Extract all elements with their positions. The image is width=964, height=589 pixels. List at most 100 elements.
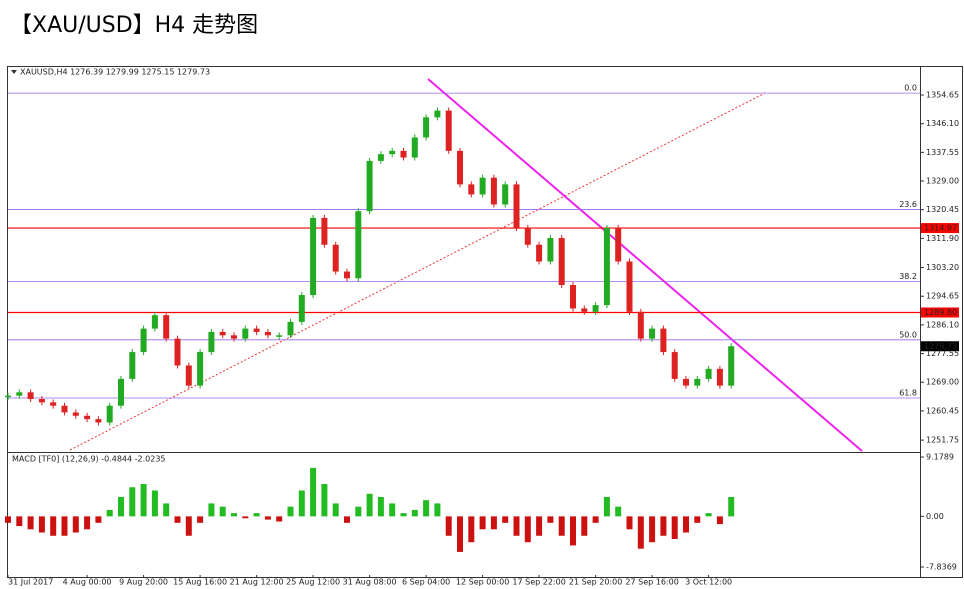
macd-bar (502, 516, 509, 523)
macd-bar (400, 513, 407, 517)
macd-bar (84, 516, 91, 530)
macd-bar (332, 503, 339, 517)
macd-header: MACD [TF0] (12,26,9) -0.4844 -2.0235 (12, 455, 166, 464)
candle (377, 154, 384, 161)
candle (490, 177, 497, 205)
macd-bar (185, 516, 192, 536)
fib-label: 0.0 (904, 84, 917, 93)
fib-label: 61.8 (899, 389, 917, 398)
candle (603, 227, 610, 306)
macd-bar (174, 516, 181, 523)
candle (581, 308, 588, 312)
macd-bar (716, 516, 723, 525)
menu-arrow (11, 70, 17, 74)
y-tick-label: 1354.65 (926, 91, 959, 100)
y-tick-label: 1346.10 (926, 119, 959, 128)
macd-bar (276, 516, 283, 522)
candle (27, 392, 34, 400)
macd-bar (581, 516, 588, 536)
candle (84, 415, 91, 420)
x-tick-label: 21 Sep 20:00 (569, 578, 622, 587)
candle (615, 227, 622, 262)
macd-bar (129, 487, 136, 517)
macd-bar (626, 516, 633, 530)
candle (50, 402, 57, 406)
fib-label: 23.6 (899, 200, 917, 209)
candle (434, 110, 441, 118)
candle (592, 305, 599, 312)
macd-bar (50, 516, 57, 536)
macd-bar (683, 516, 689, 533)
y-tick-label: 9.1789 (926, 453, 954, 462)
price-level-box (921, 307, 959, 318)
macd-bar (253, 513, 260, 517)
macd-bar (27, 516, 34, 530)
macd-bar (242, 516, 249, 519)
y-tick-label: 1251.75 (926, 436, 959, 445)
candle (457, 150, 463, 185)
y-tick-label: 1311.90 (926, 234, 959, 243)
candle (649, 328, 656, 339)
candle (242, 328, 249, 339)
y-tick-label: 0.00 (926, 512, 944, 521)
macd-bar (151, 490, 158, 517)
y-tick-label: 1294.65 (926, 292, 959, 301)
macd-bar (118, 496, 124, 517)
candle (219, 331, 226, 336)
macd-bar (377, 496, 384, 517)
candle (716, 368, 723, 386)
current-price-box (921, 341, 959, 352)
candle (264, 331, 271, 336)
candle (298, 295, 305, 322)
x-tick-label: 4 Aug 00:00 (63, 578, 112, 587)
fib-label: 38.2 (899, 272, 917, 281)
price-level-box (921, 223, 959, 234)
x-tick-label: 6 Sep 04:00 (402, 578, 450, 587)
macd-bar (660, 516, 667, 536)
macd-bar (106, 509, 113, 517)
y-tick-label: -7.8369 (926, 563, 957, 572)
candle (5, 395, 11, 398)
x-tick-label: 31 Aug 08:00 (343, 578, 397, 587)
candle (694, 378, 701, 386)
macd-bar (479, 516, 486, 530)
macd-bar (536, 516, 543, 536)
macd-bar (490, 516, 497, 530)
macd-bar (592, 516, 599, 523)
macd-bar (298, 490, 305, 517)
macd-bar (694, 516, 701, 523)
macd-bar (231, 513, 237, 517)
candle (637, 311, 644, 339)
x-tick-label: 9 Aug 20:00 (119, 578, 168, 587)
macd-bar (72, 516, 79, 533)
candle (118, 378, 124, 406)
candle (61, 405, 68, 413)
candle (366, 160, 373, 212)
x-tick-label: 17 Sep 22:00 (512, 578, 565, 587)
x-tick-label: 31 Jul 2017 (8, 578, 53, 587)
candle (355, 211, 362, 279)
candle (253, 328, 260, 332)
macd-bar (603, 496, 610, 517)
macd-bar (615, 506, 622, 517)
macd-bar (457, 516, 463, 552)
macd-bar (434, 503, 441, 517)
current-price-label: 1279.73 (924, 342, 957, 351)
macd-bar (5, 516, 11, 523)
macd-bar (445, 516, 452, 536)
macd-bar (411, 509, 418, 517)
candle (16, 392, 23, 396)
macd-bar (355, 506, 362, 517)
candle (38, 399, 45, 403)
x-tick-label: 3 Oct 12:00 (685, 578, 732, 587)
candle (524, 227, 531, 245)
macd-bar (310, 467, 317, 517)
macd-bar (163, 503, 170, 517)
candle (547, 238, 554, 262)
macd-bar (524, 516, 531, 543)
y-tick-label: 1269.00 (926, 378, 959, 387)
price-level-label: 1314.97 (924, 224, 957, 233)
macd-bar (547, 516, 554, 523)
macd-bar (38, 516, 45, 533)
